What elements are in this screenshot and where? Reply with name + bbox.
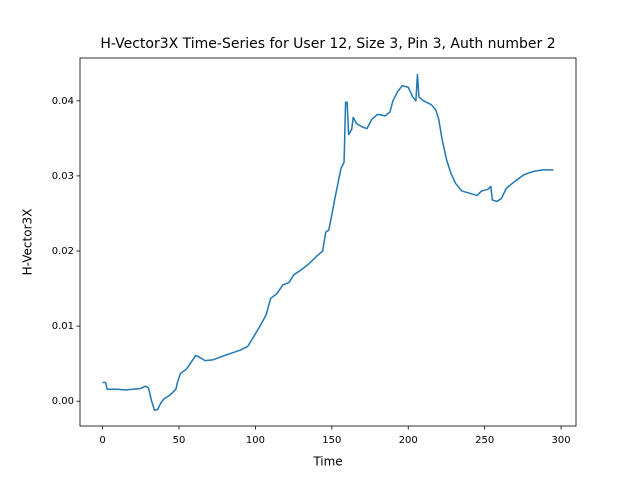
y-tick-label: 0.01 — [52, 321, 74, 332]
y-tick-label: 0.03 — [52, 171, 74, 182]
y-axis-label: H-Vector3X — [21, 209, 35, 276]
x-tick-label: 300 — [552, 435, 571, 446]
x-tick-label: 250 — [475, 435, 494, 446]
x-tick-label: 0 — [99, 435, 105, 446]
plot-frame — [79, 57, 577, 427]
y-tick-label: 0.00 — [52, 396, 74, 407]
y-tick-label: 0.02 — [52, 246, 74, 257]
x-tick-label: 100 — [246, 435, 265, 446]
y-tick-label: 0.04 — [52, 96, 74, 107]
x-tick-label: 200 — [399, 435, 418, 446]
chart-title: H-Vector3X Time-Series for User 12, Size… — [100, 36, 555, 52]
x-tick-label: 50 — [173, 435, 186, 446]
data-line — [102, 73, 554, 411]
x-axis-label: Time — [312, 455, 342, 469]
x-tick-label: 150 — [322, 435, 341, 446]
